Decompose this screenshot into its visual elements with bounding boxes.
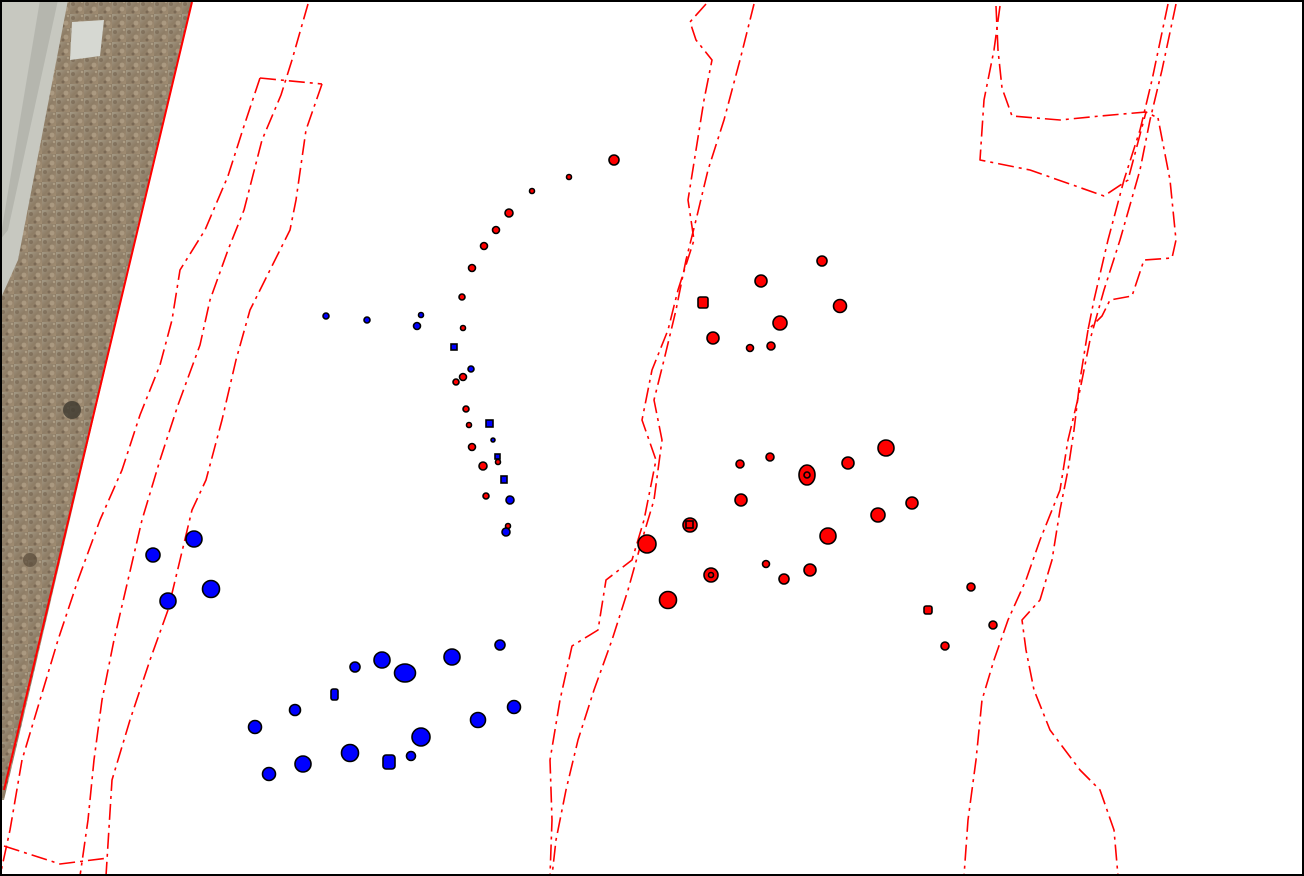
feature-point[interactable]	[754, 274, 768, 288]
feature-point[interactable]	[697, 296, 709, 309]
feature-point[interactable]	[159, 592, 177, 610]
road-edge-line	[3, 1, 193, 791]
feature-point[interactable]	[608, 154, 620, 166]
boundary-line	[259, 77, 323, 85]
feature-point[interactable]	[458, 372, 468, 382]
feature-point[interactable]	[411, 727, 431, 747]
feature-point[interactable]	[500, 475, 508, 484]
feature-point[interactable]	[467, 365, 475, 373]
feature-point[interactable]	[940, 641, 950, 651]
feature-point[interactable]	[494, 458, 502, 466]
blue-features	[145, 311, 522, 782]
boundary-line	[0, 77, 261, 876]
feature-point[interactable]	[479, 241, 489, 251]
feature-point[interactable]	[832, 298, 848, 314]
feature-point[interactable]	[772, 315, 788, 331]
feature-point[interactable]	[734, 493, 748, 507]
feature-point[interactable]	[685, 520, 694, 529]
feature-point[interactable]	[462, 405, 470, 413]
feature-point[interactable]	[322, 312, 330, 320]
boundary-line	[79, 3, 309, 876]
feature-point[interactable]	[637, 534, 657, 554]
feature-point[interactable]	[798, 464, 816, 486]
red-features	[452, 154, 998, 651]
feature-point[interactable]	[494, 639, 506, 651]
feature-point[interactable]	[382, 754, 396, 770]
boundary-line	[3, 845, 109, 865]
feature-point[interactable]	[761, 559, 771, 569]
feature-point[interactable]	[803, 471, 811, 479]
feature-point[interactable]	[261, 766, 277, 782]
feature-point[interactable]	[706, 331, 720, 345]
feature-point[interactable]	[819, 527, 837, 545]
feature-point[interactable]	[766, 341, 776, 351]
feature-point[interactable]	[504, 208, 514, 218]
feature-point[interactable]	[765, 452, 775, 462]
boundary-line	[551, 3, 755, 876]
feature-point[interactable]	[658, 590, 678, 610]
feature-point[interactable]	[405, 750, 417, 762]
feature-point[interactable]	[458, 293, 466, 301]
feature-point[interactable]	[478, 461, 488, 471]
feature-point[interactable]	[349, 661, 361, 673]
feature-point[interactable]	[682, 517, 698, 533]
boundary-line	[995, 5, 1159, 121]
feature-point[interactable]	[393, 663, 417, 683]
feature-point[interactable]	[703, 567, 719, 583]
feature-point[interactable]	[363, 316, 371, 324]
feature-point[interactable]	[340, 743, 360, 763]
feature-point[interactable]	[185, 530, 203, 548]
feature-point[interactable]	[443, 648, 461, 666]
feature-point[interactable]	[505, 495, 515, 505]
feature-point[interactable]	[330, 688, 339, 701]
boundary-line	[979, 5, 1147, 197]
boundary-line	[1021, 329, 1119, 876]
feature-point[interactable]	[735, 459, 745, 469]
feature-point[interactable]	[707, 571, 715, 579]
feature-point[interactable]	[469, 711, 487, 729]
feature-point[interactable]	[482, 492, 490, 500]
feature-point[interactable]	[565, 173, 573, 181]
feature-point[interactable]	[905, 496, 919, 510]
feature-point[interactable]	[465, 421, 473, 429]
boundary-line	[105, 83, 323, 876]
feature-point[interactable]	[745, 343, 755, 353]
boundary-lines	[0, 3, 1177, 876]
boundary-line	[963, 3, 1177, 876]
feature-point[interactable]	[494, 453, 501, 460]
feature-point[interactable]	[803, 563, 817, 577]
feature-point[interactable]	[294, 755, 312, 773]
feature-point[interactable]	[412, 321, 422, 331]
feature-point[interactable]	[778, 573, 790, 585]
feature-point[interactable]	[452, 378, 460, 386]
feature-point[interactable]	[485, 419, 494, 428]
feature-point[interactable]	[870, 507, 886, 523]
feature-point[interactable]	[417, 311, 425, 319]
feature-point[interactable]	[490, 437, 496, 443]
feature-point[interactable]	[816, 255, 828, 267]
feature-point[interactable]	[491, 225, 501, 235]
feature-point[interactable]	[528, 187, 536, 195]
feature-point[interactable]	[467, 442, 477, 452]
boundary-line	[549, 3, 713, 876]
feature-point[interactable]	[247, 719, 263, 735]
feature-point[interactable]	[450, 343, 458, 351]
feature-point[interactable]	[145, 547, 161, 563]
feature-point[interactable]	[201, 579, 221, 599]
feature-point[interactable]	[988, 620, 998, 630]
feature-point[interactable]	[841, 456, 855, 470]
feature-point[interactable]	[966, 582, 976, 592]
boundary-line	[1087, 3, 1177, 331]
feature-point[interactable]	[877, 439, 895, 457]
feature-point[interactable]	[467, 263, 477, 273]
feature-point[interactable]	[506, 699, 522, 715]
feature-point[interactable]	[459, 324, 467, 332]
feature-point[interactable]	[501, 527, 511, 537]
feature-point[interactable]	[373, 651, 391, 669]
feature-point[interactable]	[288, 703, 302, 717]
feature-point[interactable]	[923, 605, 933, 615]
